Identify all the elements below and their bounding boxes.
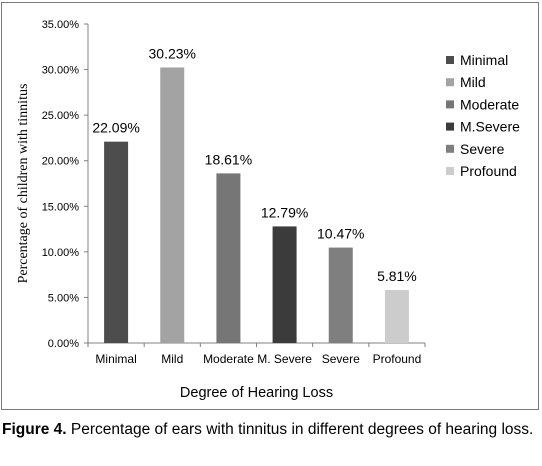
legend-swatch [446, 56, 454, 64]
legend-swatch [446, 122, 454, 131]
y-tick-label: 0.00% [48, 338, 79, 350]
bar-4 [272, 226, 297, 343]
data-label: 5.81% [377, 268, 417, 284]
x-tick-label: Minimal [95, 352, 136, 366]
bar-5 [328, 247, 353, 343]
legend-label: Profound [460, 163, 517, 179]
legend-swatch [446, 78, 454, 87]
y-tick-label: 35.00% [42, 19, 80, 31]
bar-3 [216, 173, 241, 343]
x-tick-label: Profound [373, 352, 422, 366]
figure-caption: Figure 4. Percentage of ears with tinnit… [2, 420, 538, 440]
data-label: 30.23% [149, 45, 196, 61]
caption-text: Percentage of ears with tinnitus in diff… [66, 421, 534, 438]
data-label: 22.09% [92, 120, 139, 136]
y-tick-label: 25.00% [42, 110, 80, 122]
y-tick-label: 5.00% [48, 292, 79, 304]
y-axis-title: Percentage of children with tinnitus [16, 84, 31, 284]
legend-label: Moderate [460, 96, 519, 112]
y-tick-label: 20.00% [42, 156, 80, 168]
legend-label: Minimal [460, 52, 508, 68]
data-label: 18.61% [205, 151, 252, 167]
y-tick-label: 10.00% [42, 247, 80, 259]
legend-swatch [446, 144, 454, 153]
caption-label: Figure 4. [2, 421, 67, 438]
chart-frame [1, 2, 539, 410]
legend-label: M.Severe [460, 119, 520, 135]
legend-swatch [446, 167, 454, 175]
bar-1 [104, 141, 129, 343]
x-tick-label: Severe [322, 352, 360, 366]
bar-6 [384, 290, 409, 343]
legend-swatch [446, 100, 454, 109]
legend-label: Mild [460, 74, 486, 90]
x-tick-label: M. Severe [257, 352, 312, 366]
x-tick-label: Mild [161, 352, 183, 366]
bar-2 [160, 67, 185, 343]
data-label: 12.79% [261, 204, 308, 220]
y-tick-label: 30.00% [42, 65, 80, 77]
x-tick-label: Moderate [203, 352, 254, 366]
bar-chart: 0.00% 5.00% 10.00% 15.00% 20.00% 25.00% 30.00%… [16, 19, 520, 401]
data-label: 10.47% [317, 226, 364, 242]
y-tick-label: 15.00% [42, 201, 80, 213]
x-axis-title: Degree of Hearing Loss [180, 385, 333, 401]
legend-label: Severe [460, 141, 505, 157]
